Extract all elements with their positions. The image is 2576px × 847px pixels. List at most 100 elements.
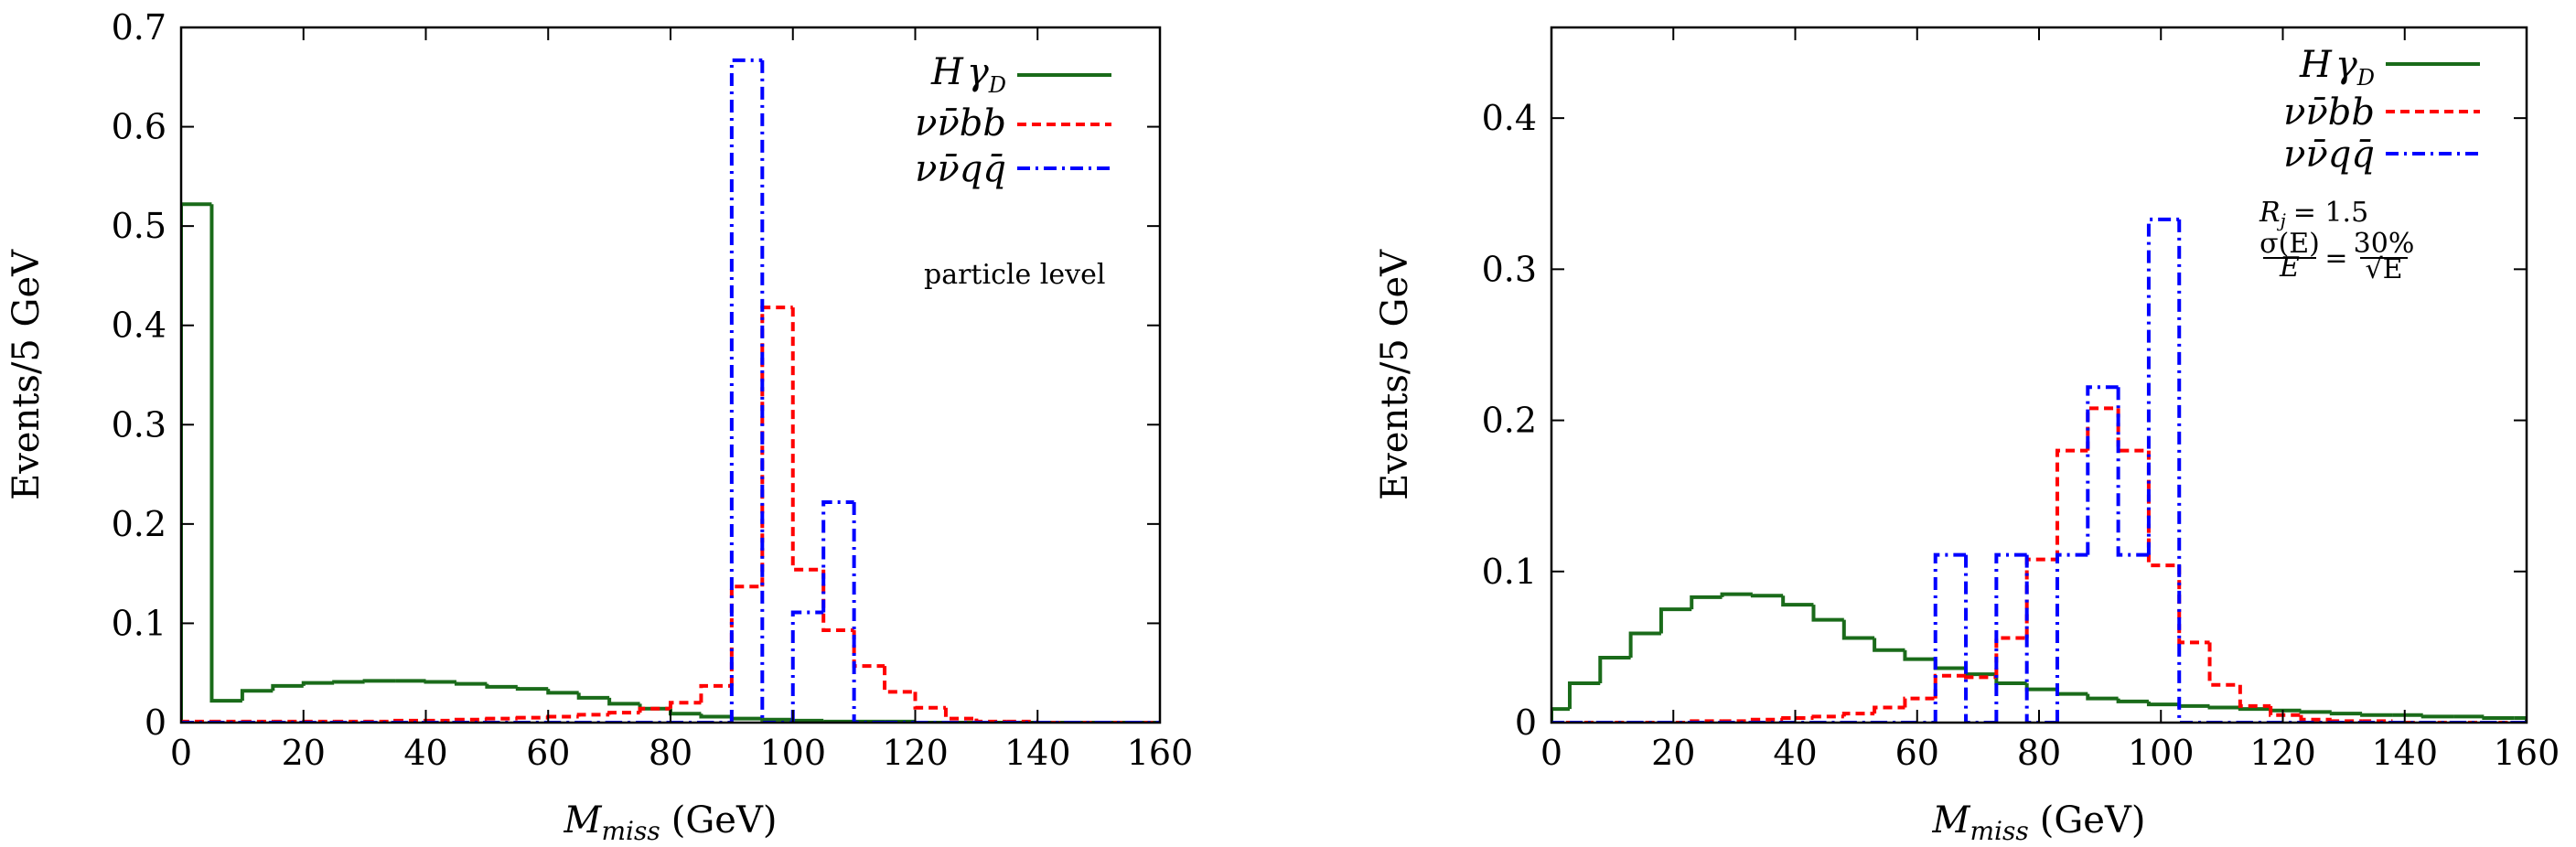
histogram-bin (2055, 689, 2088, 696)
histogram-bin (852, 630, 886, 669)
histogram-bin (1964, 554, 1997, 723)
histogram-bin (454, 681, 488, 686)
histogram-bin (729, 584, 763, 686)
svg-text:HγD: HγD (2299, 44, 2375, 91)
svg-text:E: E (2279, 252, 2300, 284)
y-tick-label: 0.5 (112, 206, 166, 246)
histogram-bin (209, 204, 242, 703)
histogram-bin (2420, 714, 2454, 719)
svg-text:HγD: HγD (930, 51, 1006, 98)
svg-text:νν̄bb: νν̄bb (915, 102, 1006, 145)
svg-text:νν̄qq̄: νν̄qq̄ (2283, 134, 2375, 176)
y-tick-label: 0.4 (112, 306, 166, 346)
histogram-bin (699, 713, 732, 719)
histogram-bin (607, 697, 640, 706)
svg-text:νν̄qq̄: νν̄qq̄ (915, 148, 1006, 190)
histogram-bin (1567, 681, 1601, 710)
histogram-bin (1933, 552, 1967, 723)
histogram-bin (2177, 565, 2210, 645)
annotation-resolution: σ(E) E = 30% √E (2259, 228, 2414, 285)
histogram-bin (790, 610, 824, 723)
series-qq (1551, 217, 2527, 723)
chart-right-plot-area (1551, 217, 2527, 723)
svg-text:νν̄bb: νν̄bb (2283, 91, 2375, 134)
chart-right-y-ticks: 0 0.1 0.2 0.3 0.4 (1482, 98, 2527, 743)
svg-text:√E: √E (2365, 253, 2402, 285)
histogram-bin (454, 717, 488, 722)
histogram-bin (883, 666, 916, 694)
y-tick-label: 0 (145, 702, 166, 743)
chart-left-x-ticks: 0 20 40 60 80 100 120 140 160 (170, 27, 1193, 773)
histogram-bin (699, 683, 732, 703)
histogram-bin (546, 714, 579, 719)
histogram-bin (2514, 716, 2527, 723)
histogram-bin (1720, 592, 1753, 597)
histogram-bin (1781, 716, 1814, 721)
histogram-bin (2024, 554, 2057, 723)
histogram-bin (271, 683, 304, 692)
chart-left-ylabel: Events/5 GeV (5, 249, 48, 500)
histogram-bin (729, 58, 763, 723)
histogram-bin (576, 713, 610, 717)
histogram-bin (2086, 385, 2119, 555)
histogram-bin (301, 681, 335, 686)
histogram-bin (821, 499, 854, 613)
histogram-bin (2146, 450, 2180, 568)
histogram-bin (1903, 649, 1936, 661)
svg-text:30%: 30% (2354, 228, 2415, 260)
histogram-bin (576, 692, 610, 700)
series-qq (181, 58, 1160, 723)
x-tick-label: 60 (526, 733, 570, 773)
series-h-d (1551, 592, 2527, 723)
chart-left: 0 20 40 60 80 100 120 140 160 0 0.1 0.2 0.3 0.4 0.5 0.… (5, 7, 1193, 846)
chart-right: 0 20 40 60 80 100 120 140 160 0 0.1 0.2 0.3 0.4 Even… (1374, 26, 2560, 846)
x-tick-label: 60 (1895, 733, 1939, 773)
svg-text:=: = (2324, 242, 2347, 274)
y-tick-label: 0.3 (1482, 249, 1537, 289)
chart-left-annotation: particle level (924, 259, 1105, 291)
y-tick-label: 0.2 (1482, 401, 1537, 441)
chart-left-frame (179, 26, 1162, 724)
x-tick-label: 120 (882, 733, 949, 773)
histogram-bin (2329, 712, 2363, 716)
chart-right-annotation: Rj = 1.5 σ(E) E = 30% √E (2259, 197, 2414, 285)
y-tick-label: 0.1 (1482, 552, 1537, 592)
annotation-rj: Rj = 1.5 (2259, 197, 2368, 231)
histogram-bin (1933, 659, 1967, 670)
legend-entry-nunuqq: νν̄qq̄ (2283, 134, 2480, 176)
x-tick-label: 160 (1127, 733, 1194, 773)
x-tick-label: 160 (2494, 733, 2560, 773)
histogram-bin (852, 501, 886, 723)
histogram-bin (485, 683, 518, 689)
chart-right-xlabel: Mmiss (GeV) (1932, 799, 2146, 846)
x-tick-label: 40 (1773, 733, 1817, 773)
histogram-bin (1994, 636, 2027, 678)
histogram-bin (2299, 710, 2332, 714)
histogram-bin (2024, 557, 2057, 638)
histogram-bin (1628, 631, 1661, 658)
histogram-bin (546, 689, 579, 695)
histogram-bin (729, 716, 763, 721)
histogram-bin (1841, 712, 1875, 717)
chart-right-frame (1550, 26, 2528, 724)
histogram-bin (821, 569, 854, 633)
histogram-bin (2360, 713, 2393, 717)
histogram-bin (1933, 673, 1967, 699)
chart-right-x-ticks: 0 20 40 60 80 100 120 140 160 (1540, 27, 2560, 773)
histogram-bin (1811, 605, 1844, 622)
histogram-bin (2207, 642, 2240, 687)
chart-left-y-ticks: 0 0.1 0.2 0.3 0.4 0.5 0.6 0.7 (112, 7, 1160, 743)
histogram-bin (2238, 684, 2271, 708)
x-tick-label: 20 (282, 733, 326, 773)
y-tick-label: 0.6 (112, 107, 166, 147)
histogram-bin (2055, 552, 2088, 723)
histogram-bin (2055, 448, 2088, 560)
x-tick-label: 80 (649, 733, 692, 773)
histogram-bin (2269, 708, 2302, 713)
histogram-bin (2146, 701, 2180, 707)
histogram-bin (943, 707, 977, 721)
histogram-bin (790, 718, 824, 723)
chart-left-xlabel: Mmiss (GeV) (564, 799, 778, 846)
